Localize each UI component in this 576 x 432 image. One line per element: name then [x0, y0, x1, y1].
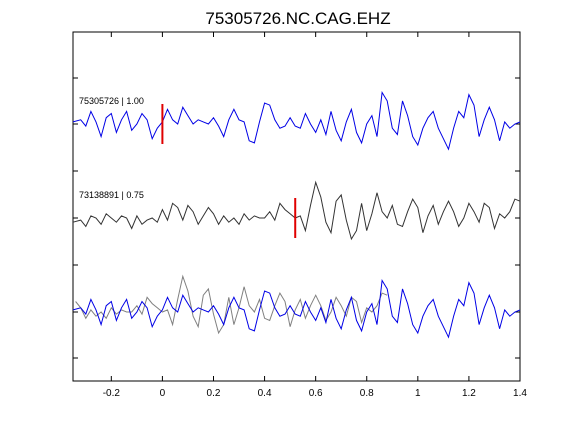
trace-label: 75305726 | 1.00 [79, 96, 144, 106]
x-tick-label: 0.8 [360, 388, 374, 399]
trace-group [72, 90, 521, 339]
trace-annotations: 75305726 | 1.00 73138891 | 0.75 [79, 96, 144, 200]
x-tick-label: 0.6 [309, 388, 323, 399]
x-tick-label: -0.2 [103, 388, 121, 399]
x-tick-label: 1.4 [513, 388, 527, 399]
overlay-correlated-line [75, 274, 388, 335]
correlated-trace-line [72, 180, 521, 241]
trace-label: 73138891 | 0.75 [79, 190, 144, 200]
x-tick-label: 0.4 [258, 388, 272, 399]
master-trace-line [72, 90, 521, 151]
x-tick-label: 1.2 [462, 388, 476, 399]
overlay-master-line [72, 278, 521, 339]
x-tick-label: 0 [160, 388, 166, 399]
chart-title: 75305726.NC.CAG.EHZ [205, 9, 390, 28]
x-tick-label: 0.2 [207, 388, 221, 399]
x-axis: -0.2 0 0.2 0.4 0.6 0.8 1 1.2 1.4 [103, 32, 527, 399]
x-tick-label: 1 [415, 388, 421, 399]
plot-frame [72, 31, 521, 382]
